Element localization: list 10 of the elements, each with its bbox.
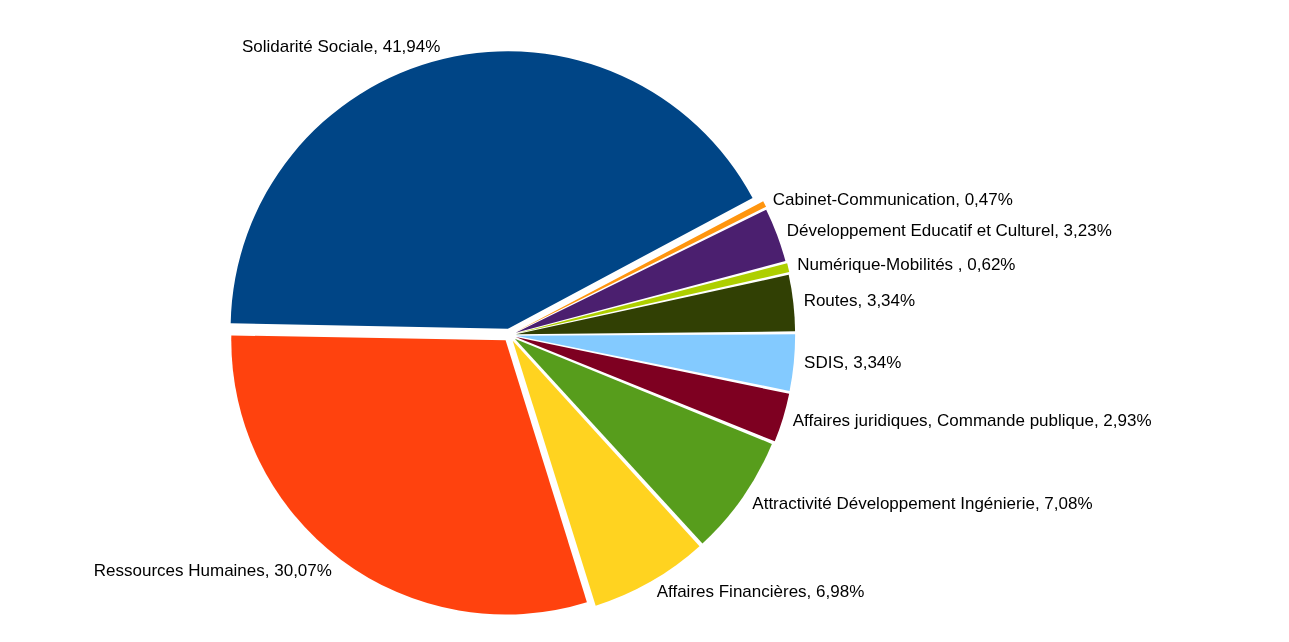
slice-label: Ressources Humaines, 30,07% xyxy=(93,561,332,581)
slice-label: Attractivité Développement Ingénierie, 7,08% xyxy=(752,493,1093,513)
slice-label: Développement Educatif et Culturel, 3,23% xyxy=(786,220,1112,240)
slice-label: Routes, 3,34% xyxy=(803,291,916,311)
slice-label: SDIS, 3,34% xyxy=(804,353,902,373)
slice-label: Cabinet-Communication, 0,47% xyxy=(772,189,1013,209)
slice-label: Solidarité Sociale, 41,94% xyxy=(241,36,441,56)
slice-label: Affaires Financières, 6,98% xyxy=(656,581,865,601)
slice-label: Numérique-Mobilités , 0,62% xyxy=(797,255,1016,275)
slice-label: Affaires juridiques, Commande publique, 2,93% xyxy=(792,410,1152,430)
